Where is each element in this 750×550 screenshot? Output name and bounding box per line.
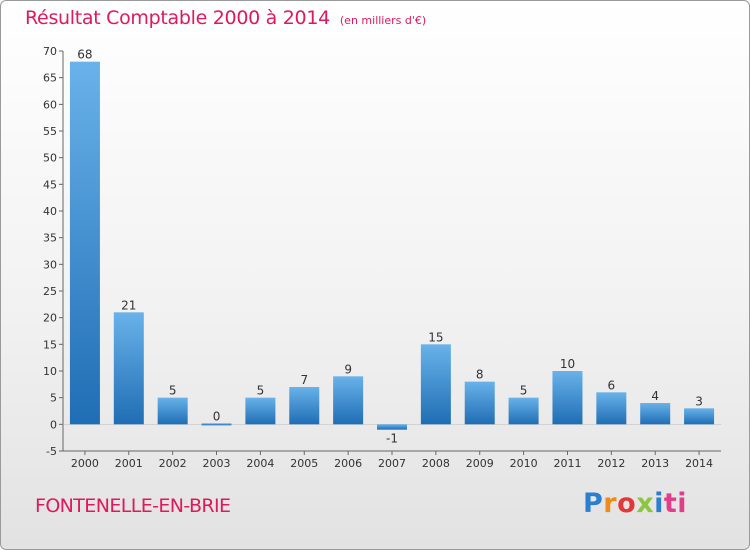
y-tick-label: 15 [43,338,57,351]
bar [552,371,583,425]
y-tick-label: 40 [43,205,57,218]
logo-letter-3: o [617,488,637,519]
bar [245,397,276,425]
x-tick-label: 2004 [246,457,274,470]
bar [69,61,100,425]
chart-subtitle: (en milliers d'€) [339,14,427,27]
bar [464,381,495,425]
x-tick-label: 2006 [334,457,362,470]
bar [333,376,364,425]
x-tick-label: 2007 [378,457,406,470]
x-tick-label: 2000 [71,457,99,470]
x-tick-label: 2005 [290,457,318,470]
bar [640,403,671,425]
bar-value-label: 5 [169,384,177,398]
bar-value-label: 0 [213,409,221,423]
logo-letter-6: ti [663,488,688,519]
x-tick-label: 2013 [641,457,669,470]
x-tick-label: 2010 [510,457,538,470]
x-tick-label: 2008 [422,457,450,470]
commune-name: FONTENELLE-EN-BRIE [35,495,231,517]
y-tick-label: 70 [43,45,57,58]
x-tick-label: 2001 [115,457,143,470]
x-tick-label: 2003 [203,457,231,470]
chart-title: Résultat Comptable 2000 à 2014 (en millie… [25,7,426,29]
bar-value-label: 9 [344,362,352,376]
y-tick-label: 25 [43,285,57,298]
y-tick-label: 20 [43,312,57,325]
bar-value-label: 10 [560,357,575,371]
y-tick-label: 45 [43,178,57,191]
bar-value-label: 8 [476,368,484,382]
bar-value-label: 5 [257,384,265,398]
bar-value-label: -1 [386,432,398,446]
y-tick-label: 55 [43,125,57,138]
x-tick-label: 2009 [466,457,494,470]
y-tick-label: 10 [43,365,57,378]
y-tick-label: 50 [43,152,57,165]
bar-value-label: 68 [77,48,92,62]
logo-letter-1: P [583,488,604,519]
bar-value-label: 7 [300,373,308,387]
logo-letter-2: r [603,488,618,519]
y-tick-label: -5 [46,445,57,458]
chart-title-text: Résultat Comptable 2000 à 2014 [25,7,330,29]
bar-value-label: 15 [428,330,443,344]
bar-value-label: 21 [121,298,136,312]
y-tick-label: 0 [50,418,57,431]
bar-value-label: 5 [520,384,528,398]
bar [377,424,407,430]
bar [157,397,188,425]
bar-value-label: 6 [608,378,616,392]
bar [684,408,715,425]
y-tick-label: 30 [43,258,57,271]
logo-letter-4: x [636,488,655,519]
y-tick-label: 60 [43,98,57,111]
bar [289,387,320,425]
x-tick-label: 2002 [159,457,187,470]
bar [113,312,144,425]
proxiti-logo[interactable]: Proxiti [583,488,687,519]
bar [201,423,232,426]
bar [420,344,451,425]
bar-value-label: 3 [695,394,703,408]
x-tick-label: 2011 [553,457,581,470]
y-tick-label: 5 [50,392,57,405]
x-tick-label: 2014 [685,457,713,470]
y-tick-label: 65 [43,72,57,85]
y-tick-label: 35 [43,232,57,245]
bar [508,397,539,425]
logo-letter-5: i [654,488,664,519]
x-tick-label: 2012 [597,457,625,470]
bar-value-label: 4 [651,389,659,403]
bar [596,392,627,425]
